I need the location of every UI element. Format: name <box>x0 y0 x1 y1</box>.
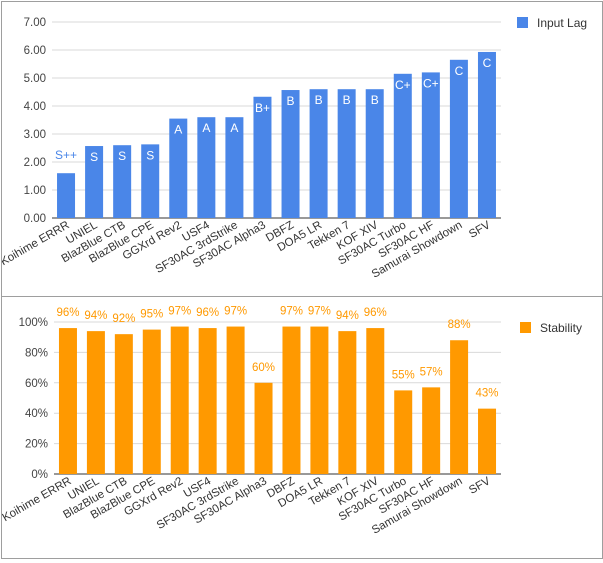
data-label: 97% <box>280 306 303 318</box>
bar <box>226 326 245 474</box>
bar <box>142 329 161 474</box>
data-label: C <box>483 56 492 70</box>
input-lag-chart: 0.00 1.00 2.00 3.00 4.00 5.00 6.00 7.00 S++ Koihi… <box>0 16 587 281</box>
data-label: B <box>315 93 323 107</box>
y-tick-label: 2.00 <box>24 157 46 169</box>
data-label: 95% <box>140 309 163 321</box>
data-label: S++ <box>55 148 77 162</box>
bar <box>393 73 412 218</box>
bar <box>478 408 497 474</box>
data-label: C+ <box>423 76 439 90</box>
data-label: B <box>287 94 295 108</box>
category-label: SFV <box>467 219 493 241</box>
data-label: A <box>174 123 182 137</box>
bar <box>281 90 300 218</box>
bar <box>310 326 329 474</box>
data-label: 94% <box>336 310 359 322</box>
bar <box>198 328 217 474</box>
bar <box>57 173 76 218</box>
data-label: 60% <box>252 362 275 374</box>
data-label: 96% <box>56 307 79 319</box>
bar <box>114 334 133 474</box>
data-label: B <box>371 93 379 107</box>
bar <box>309 89 328 218</box>
data-label: 97% <box>308 306 331 318</box>
bar <box>449 59 468 218</box>
legend-swatch <box>520 322 531 333</box>
data-label: C <box>455 64 464 78</box>
category-label: Koihime ERRR <box>2 219 72 268</box>
y-tick-label: 6.00 <box>24 45 46 57</box>
bar <box>477 51 496 219</box>
bar <box>86 331 105 474</box>
data-label: A <box>230 121 238 135</box>
legend-label: Stability <box>540 321 582 335</box>
legend-label: Input Lag <box>537 16 587 30</box>
y-tick-label: 100% <box>19 317 48 329</box>
y-tick-label: 20% <box>25 439 48 451</box>
data-label: B+ <box>255 101 270 115</box>
y-tick-label: 40% <box>25 408 48 420</box>
bar <box>141 144 160 218</box>
data-label: A <box>202 121 210 135</box>
data-label: 94% <box>84 310 107 322</box>
bar <box>170 326 189 474</box>
y-tick-label: 0% <box>31 469 48 481</box>
data-label: 96% <box>364 307 387 319</box>
bar <box>450 340 469 474</box>
bar <box>253 96 272 218</box>
bar <box>58 328 77 474</box>
y-tick-label: 80% <box>25 347 48 359</box>
bar <box>338 331 357 474</box>
data-label: 97% <box>224 306 247 318</box>
y-tick-label: 1.00 <box>24 185 46 197</box>
category-label: SFV <box>467 475 493 497</box>
data-label: S <box>118 149 126 163</box>
bar <box>113 145 132 218</box>
y-tick-label: 0.00 <box>24 213 46 225</box>
data-label: S <box>146 148 154 162</box>
stability-chart: 0%20%40%60%80%100%96%Koihime ERRR94%UNIE… <box>1 306 583 537</box>
input-lag-chart-panel: 0.00 1.00 2.00 3.00 4.00 5.00 6.00 7.00 S++ Koihi… <box>0 1 603 297</box>
data-label: 97% <box>168 306 191 318</box>
bar <box>225 117 244 218</box>
bar <box>254 382 273 474</box>
bar <box>282 326 301 474</box>
bar <box>85 146 104 218</box>
data-label: 88% <box>448 319 471 331</box>
bar <box>366 328 385 474</box>
bar <box>197 117 216 218</box>
data-label: 43% <box>476 388 499 400</box>
bar <box>422 387 441 474</box>
y-tick-label: 60% <box>25 378 48 390</box>
stability-chart-panel: 0% 20% 40% 60% 80% 100% 96% Koihime ERRR 94% UNIE… <box>1 296 603 559</box>
bar <box>337 89 356 218</box>
y-tick-label: 4.00 <box>24 101 46 113</box>
bar <box>169 118 188 218</box>
data-label: 96% <box>196 307 219 319</box>
category-label: Koihime ERRR <box>2 475 73 524</box>
data-label: B <box>343 93 351 107</box>
data-label: 92% <box>112 313 135 325</box>
data-label: 57% <box>420 366 443 378</box>
y-tick-label: 7.00 <box>24 17 46 29</box>
legend-swatch <box>517 17 528 28</box>
data-label: S <box>90 150 98 164</box>
bar <box>421 72 440 219</box>
y-tick-label: 3.00 <box>24 129 46 141</box>
bar <box>365 89 384 218</box>
data-label: 55% <box>392 369 415 381</box>
bar <box>394 390 413 474</box>
y-tick-label: 5.00 <box>24 73 46 85</box>
data-label: C+ <box>395 78 411 92</box>
